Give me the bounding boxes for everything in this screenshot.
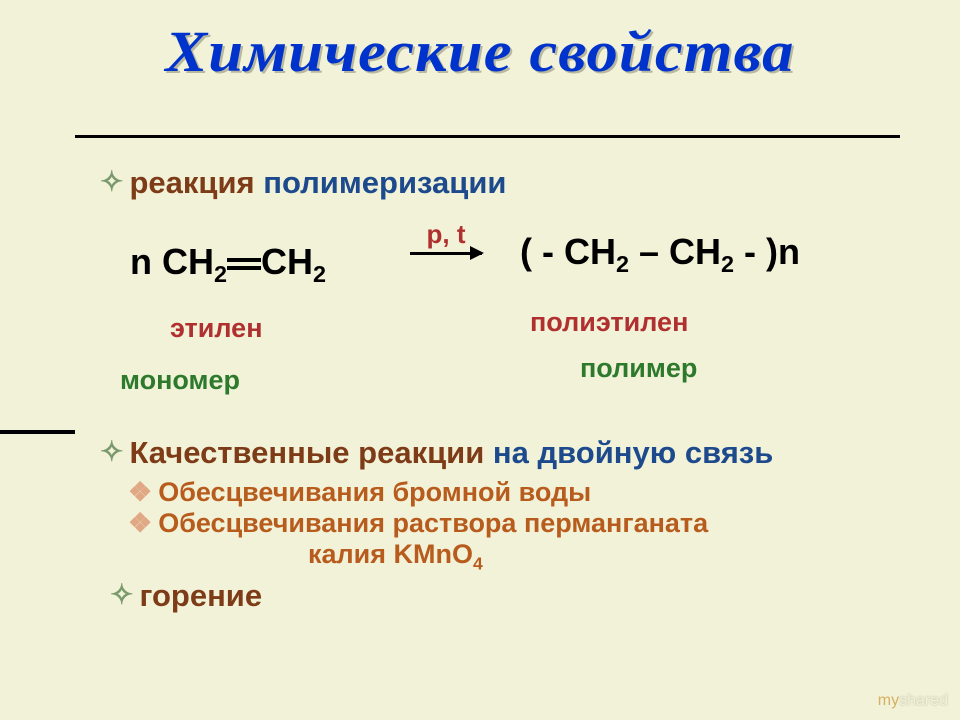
subscript-2: 2 (616, 251, 629, 277)
label-monomer: мономер (120, 365, 240, 396)
sub-bullet-bromine: ❖Обесцвечивания бромной воды (128, 477, 930, 508)
reaction-arrow-group: p, t (410, 219, 482, 255)
bullet-combustion: ✧горение (110, 578, 930, 614)
bullet-firstword: реакция (129, 165, 254, 200)
subscript-2: 2 (721, 251, 734, 277)
arrow-icon (410, 252, 482, 255)
second-section: ✧Качественные реакции на двойную связь ❖… (100, 435, 930, 614)
monomer-ch1: n CH (130, 241, 214, 282)
small-diamond-icon: ❖ (128, 508, 152, 538)
diamond-icon: ✧ (100, 165, 123, 198)
subscript-4: 4 (473, 553, 483, 573)
label-polymer: полимер (580, 353, 697, 384)
subscript-2: 2 (214, 261, 227, 287)
bullet-polymerization: ✧реакция полимеризации (100, 165, 930, 201)
reaction-equation: n CH2CH2 p, t ( - CH2 – CH2 - )n (100, 219, 930, 309)
content-area: ✧реакция полимеризации n CH2CH2 p, t ( -… (100, 165, 930, 632)
diamond-icon: ✧ (100, 435, 123, 468)
diamond-icon: ✧ (110, 578, 133, 611)
bullet-rest: полимеризации (255, 165, 507, 200)
sub-bullet-permanganate: ❖Обесцвечивания раствора перманганата (128, 508, 930, 539)
bullet2-firstword: Качественные реакции (129, 435, 484, 470)
sub2a-text: Обесцвечивания раствора перманганата (158, 508, 708, 538)
sub2b-text: калия KMnO (308, 539, 473, 569)
title-divider (75, 135, 900, 138)
monomer-formula: n CH2CH2 (130, 241, 326, 288)
bullet-qualitative: ✧Качественные реакции на двойную связь (100, 435, 930, 471)
monomer-ch2: CH (261, 241, 313, 282)
label-polyethylene: полиэтилен (530, 307, 688, 338)
watermark-my: my (878, 692, 899, 709)
product-formula: ( - CH2 – CH2 - )n (520, 231, 800, 278)
product-part2: – CH (629, 231, 721, 272)
reaction-labels: этилен полиэтилен мономер полимер (100, 309, 930, 429)
watermark: myshared (878, 692, 948, 710)
sub1-text: Обесцвечивания бромной воды (158, 477, 591, 507)
side-divider (0, 430, 75, 434)
sub-bullet-permanganate-cont: калия KMnO4 (308, 539, 930, 574)
slide-title: Химические свойства (0, 0, 960, 85)
watermark-rest: shared (899, 692, 948, 709)
label-ethylene: этилен (170, 313, 263, 344)
small-diamond-icon: ❖ (128, 477, 152, 507)
sub-bullet-list: ❖Обесцвечивания бромной воды ❖Обесцвечив… (128, 477, 930, 574)
product-part3: - )n (734, 231, 800, 272)
subscript-2: 2 (313, 261, 326, 287)
product-part1: ( - CH (520, 231, 616, 272)
bullet3-text: горение (139, 578, 262, 613)
double-bond-icon (227, 254, 261, 272)
bullet2-rest: на двойную связь (484, 435, 773, 470)
